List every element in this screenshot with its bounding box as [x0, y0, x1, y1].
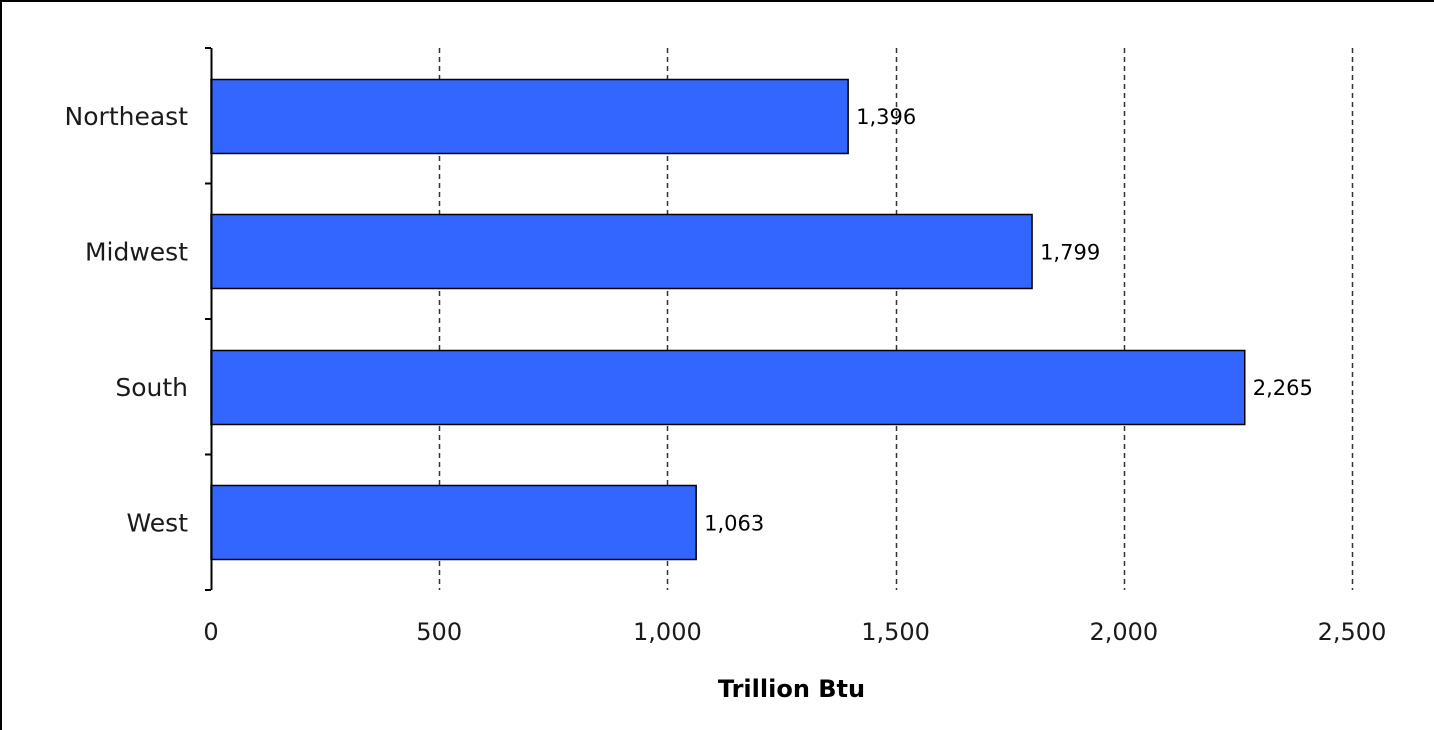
- labels: 1,396 Northeast 1,799 Midwest 2,265 South 1,06…: [65, 102, 1387, 646]
- x-tick-label: 2,000: [1089, 618, 1158, 646]
- category-label: South: [115, 373, 188, 402]
- x-tick-label: 500: [416, 618, 462, 646]
- category-label: West: [127, 508, 189, 537]
- bar: [210, 78, 849, 155]
- x-tick-label: 1,000: [633, 618, 702, 646]
- bar-value-label: 2,265: [1253, 376, 1313, 400]
- category-label: Midwest: [85, 237, 188, 266]
- x-tick-label: 0: [203, 618, 218, 646]
- bar-value-label: 1,396: [856, 105, 916, 129]
- x-tick-label: 2,500: [1318, 618, 1387, 646]
- x-axis-title: Trillion Btu: [718, 675, 865, 703]
- bar: [210, 349, 1246, 426]
- bars: [210, 78, 1246, 561]
- category-label: Northeast: [65, 102, 189, 131]
- x-tick-label: 1,500: [861, 618, 930, 646]
- bar-value-label: 1,063: [704, 511, 764, 535]
- bar-value-label: 1,799: [1040, 240, 1100, 264]
- bar: [210, 213, 1033, 290]
- bar: [210, 484, 697, 561]
- axes: [205, 47, 213, 591]
